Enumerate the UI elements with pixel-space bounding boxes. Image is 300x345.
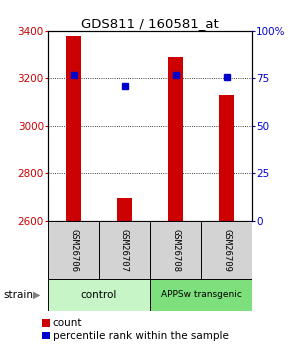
- Text: strain: strain: [3, 290, 33, 300]
- Text: GSM26707: GSM26707: [120, 229, 129, 272]
- Bar: [117, 198, 132, 221]
- Text: count: count: [52, 318, 82, 328]
- Text: percentile rank within the sample: percentile rank within the sample: [52, 331, 228, 341]
- Title: GDS811 / 160581_at: GDS811 / 160581_at: [81, 17, 219, 30]
- Bar: [48, 279, 150, 311]
- Bar: [99, 221, 150, 279]
- Bar: [66, 36, 81, 221]
- Bar: [150, 279, 252, 311]
- Text: control: control: [81, 290, 117, 300]
- Bar: [201, 221, 252, 279]
- Bar: [168, 57, 183, 221]
- Text: ▶: ▶: [33, 290, 40, 300]
- Text: APPSw transgenic: APPSw transgenic: [160, 290, 242, 299]
- Bar: [150, 221, 201, 279]
- Bar: [219, 95, 234, 221]
- Text: GSM26708: GSM26708: [171, 229, 180, 272]
- Bar: [48, 221, 99, 279]
- Text: GSM26709: GSM26709: [222, 229, 231, 272]
- Text: GSM26706: GSM26706: [69, 229, 78, 272]
